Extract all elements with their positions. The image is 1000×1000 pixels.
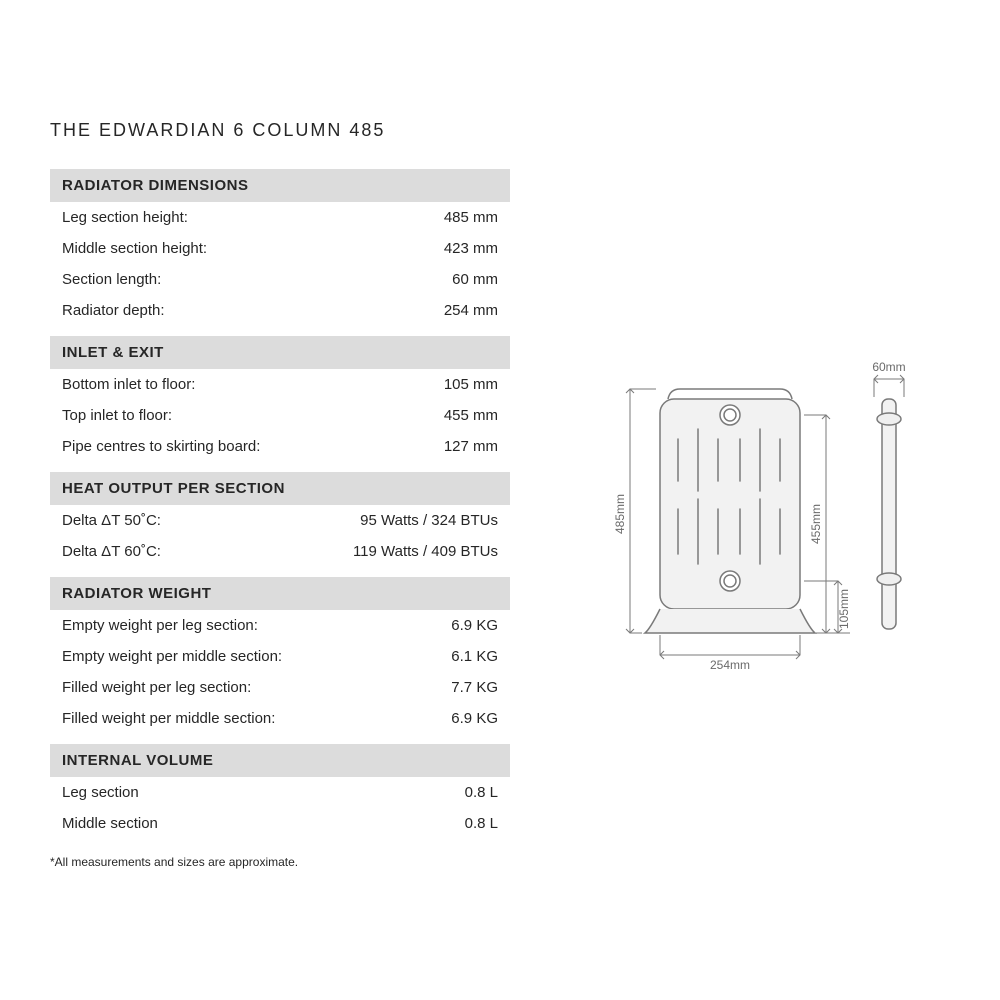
spec-value: 6.9 KG xyxy=(451,710,498,727)
dim-bottom-inlet-label: 105mm xyxy=(837,589,851,629)
spec-value: 60 mm xyxy=(452,271,498,288)
dim-inlet-height-label: 455mm xyxy=(809,504,823,544)
spec-row: Bottom inlet to floor: 105 mm xyxy=(50,369,510,400)
spec-row: Pipe centres to skirting board: 127 mm xyxy=(50,431,510,462)
spec-row: Filled weight per middle section: 6.9 KG xyxy=(50,703,510,734)
spec-value: 105 mm xyxy=(444,376,498,393)
diagram-column: 485mm 455mm 105mm 254mm 60mm xyxy=(590,169,950,869)
spec-column: RADIATOR DIMENSIONS Leg section height: 4… xyxy=(50,169,510,869)
spec-value: 95 Watts / 324 BTUs xyxy=(360,512,498,529)
spec-label: Radiator depth: xyxy=(62,302,165,319)
dim-depth-label: 254mm xyxy=(710,658,750,672)
spec-row: Radiator depth: 254 mm xyxy=(50,295,510,326)
spec-value: 119 Watts / 409 BTUs xyxy=(353,543,498,560)
spec-label: Top inlet to floor: xyxy=(62,407,172,424)
radiator-diagram: 485mm 455mm 105mm 254mm 60mm xyxy=(590,359,920,679)
spec-label: Middle section height: xyxy=(62,240,207,257)
spec-value: 0.8 L xyxy=(465,815,498,832)
page-title: THE EDWARDIAN 6 COLUMN 485 xyxy=(50,120,950,141)
spec-row: Leg section height: 485 mm xyxy=(50,202,510,233)
spec-row: Filled weight per leg section: 7.7 KG xyxy=(50,672,510,703)
spec-label: Filled weight per leg section: xyxy=(62,679,251,696)
dim-section-length-label: 60mm xyxy=(872,360,905,374)
section-header: INLET & EXIT xyxy=(50,336,510,369)
spec-value: 254 mm xyxy=(444,302,498,319)
spec-value: 485 mm xyxy=(444,209,498,226)
spec-value: 455 mm xyxy=(444,407,498,424)
section-header: RADIATOR WEIGHT xyxy=(50,577,510,610)
spec-row: Top inlet to floor: 455 mm xyxy=(50,400,510,431)
spec-label: Empty weight per leg section: xyxy=(62,617,258,634)
spec-label: Empty weight per middle section: xyxy=(62,648,282,665)
spec-label: Filled weight per middle section: xyxy=(62,710,275,727)
spec-row: Empty weight per leg section: 6.9 KG xyxy=(50,610,510,641)
spec-label: Delta ΔT 60˚C: xyxy=(62,543,161,560)
spec-value: 127 mm xyxy=(444,438,498,455)
spec-value: 423 mm xyxy=(444,240,498,257)
spec-row: Section length: 60 mm xyxy=(50,264,510,295)
dim-height-label: 485mm xyxy=(613,494,627,534)
section-header: HEAT OUTPUT PER SECTION xyxy=(50,472,510,505)
spec-row: Middle section 0.8 L xyxy=(50,808,510,839)
spec-row: Middle section height: 423 mm xyxy=(50,233,510,264)
spec-value: 0.8 L xyxy=(465,784,498,801)
spec-row: Delta ΔT 50˚C: 95 Watts / 324 BTUs xyxy=(50,505,510,536)
spec-row: Empty weight per middle section: 6.1 KG xyxy=(50,641,510,672)
spec-label: Delta ΔT 50˚C: xyxy=(62,512,161,529)
spec-row: Leg section 0.8 L xyxy=(50,777,510,808)
spec-value: 6.1 KG xyxy=(451,648,498,665)
spec-row: Delta ΔT 60˚C: 119 Watts / 409 BTUs xyxy=(50,536,510,567)
section-header: RADIATOR DIMENSIONS xyxy=(50,169,510,202)
spec-label: Pipe centres to skirting board: xyxy=(62,438,260,455)
spec-label: Leg section xyxy=(62,784,139,801)
section-header: INTERNAL VOLUME xyxy=(50,744,510,777)
spec-label: Bottom inlet to floor: xyxy=(62,376,195,393)
spec-label: Section length: xyxy=(62,271,161,288)
spec-label: Leg section height: xyxy=(62,209,188,226)
spec-value: 6.9 KG xyxy=(451,617,498,634)
spec-value: 7.7 KG xyxy=(451,679,498,696)
spec-label: Middle section xyxy=(62,815,158,832)
footnote: *All measurements and sizes are approxim… xyxy=(50,855,510,869)
main-container: RADIATOR DIMENSIONS Leg section height: 4… xyxy=(50,169,950,869)
